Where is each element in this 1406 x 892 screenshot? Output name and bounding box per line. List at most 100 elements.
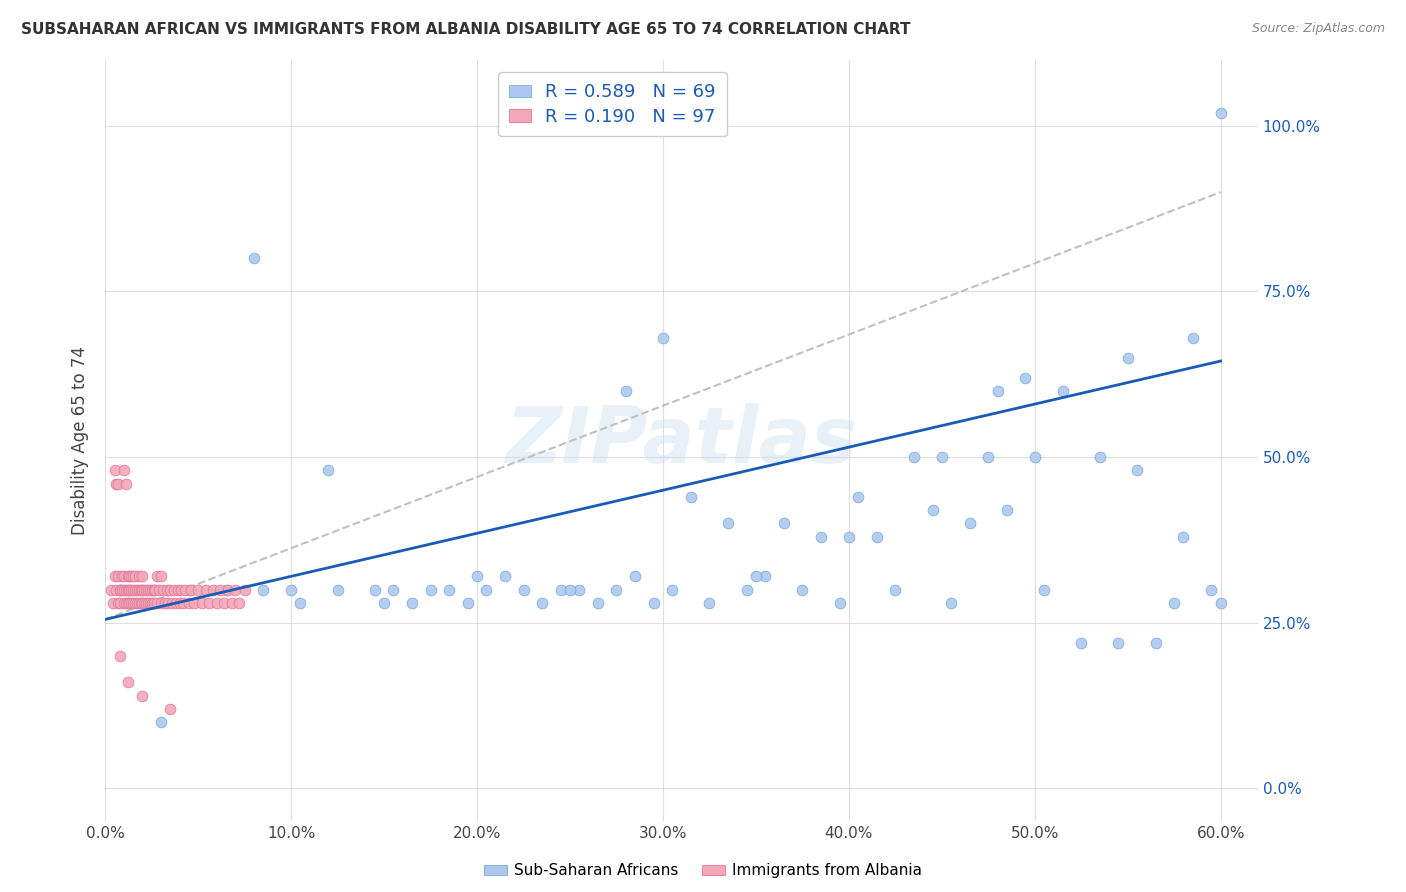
Point — [1116, 351, 1139, 365]
Point — [605, 582, 627, 597]
Point — [550, 582, 572, 597]
Point — [931, 450, 953, 464]
Point — [118, 596, 141, 610]
Point — [364, 582, 387, 597]
Point — [128, 582, 150, 597]
Point — [177, 596, 200, 610]
Point — [187, 582, 209, 597]
Point — [112, 582, 135, 597]
Point — [884, 582, 907, 597]
Point — [118, 569, 141, 583]
Point — [112, 596, 135, 610]
Legend: R = 0.589   N = 69, R = 0.190   N = 97: R = 0.589 N = 69, R = 0.190 N = 97 — [498, 72, 727, 136]
Point — [163, 582, 186, 597]
Point — [209, 582, 232, 597]
Point — [215, 582, 238, 597]
Point — [157, 596, 180, 610]
Point — [101, 596, 124, 610]
Point — [228, 596, 250, 610]
Point — [1052, 384, 1074, 398]
Point — [652, 331, 675, 345]
Point — [103, 463, 125, 477]
Point — [754, 569, 776, 583]
Point — [136, 582, 159, 597]
Point — [149, 715, 172, 730]
Point — [1033, 582, 1056, 597]
Point — [114, 476, 136, 491]
Point — [475, 582, 498, 597]
Point — [987, 384, 1010, 398]
Point — [866, 530, 889, 544]
Point — [145, 582, 167, 597]
Point — [172, 596, 194, 610]
Point — [1209, 596, 1232, 610]
Point — [921, 503, 943, 517]
Point — [107, 476, 129, 491]
Point — [586, 596, 609, 610]
Point — [131, 596, 153, 610]
Point — [131, 582, 153, 597]
Point — [160, 596, 183, 610]
Point — [117, 569, 139, 583]
Point — [128, 569, 150, 583]
Point — [148, 582, 170, 597]
Point — [135, 596, 157, 610]
Point — [1181, 331, 1204, 345]
Point — [149, 569, 172, 583]
Point — [125, 582, 148, 597]
Point — [1126, 463, 1149, 477]
Point — [1209, 105, 1232, 120]
Point — [194, 582, 217, 597]
Point — [202, 582, 225, 597]
Point — [838, 530, 860, 544]
Point — [494, 569, 516, 583]
Point — [995, 503, 1018, 517]
Point — [111, 569, 134, 583]
Point — [108, 582, 131, 597]
Point — [122, 596, 145, 610]
Point — [159, 582, 181, 597]
Point — [180, 582, 202, 597]
Point — [382, 582, 405, 597]
Point — [108, 582, 131, 597]
Point — [318, 463, 340, 477]
Point — [141, 596, 163, 610]
Point — [124, 596, 146, 610]
Point — [170, 582, 193, 597]
Point — [243, 252, 266, 266]
Point — [169, 596, 191, 610]
Point — [772, 516, 794, 531]
Point — [136, 596, 159, 610]
Point — [810, 530, 832, 544]
Point — [174, 582, 197, 597]
Point — [155, 582, 177, 597]
Point — [149, 596, 172, 610]
Point — [1088, 450, 1111, 464]
Point — [959, 516, 981, 531]
Point — [165, 596, 187, 610]
Point — [114, 582, 136, 597]
Point — [112, 463, 135, 477]
Point — [142, 582, 165, 597]
Point — [373, 596, 395, 610]
Point — [114, 596, 136, 610]
Point — [118, 582, 141, 597]
Point — [120, 596, 142, 610]
Point — [661, 582, 683, 597]
Point — [512, 582, 534, 597]
Point — [135, 582, 157, 597]
Point — [1107, 635, 1129, 649]
Point — [131, 689, 153, 703]
Point — [252, 582, 274, 597]
Point — [1014, 370, 1036, 384]
Point — [128, 596, 150, 610]
Point — [107, 596, 129, 610]
Point — [224, 582, 246, 597]
Point — [977, 450, 1000, 464]
Point — [1024, 450, 1046, 464]
Point — [139, 596, 162, 610]
Point — [1201, 582, 1223, 597]
Point — [125, 596, 148, 610]
Point — [177, 582, 200, 597]
Point — [1070, 635, 1092, 649]
